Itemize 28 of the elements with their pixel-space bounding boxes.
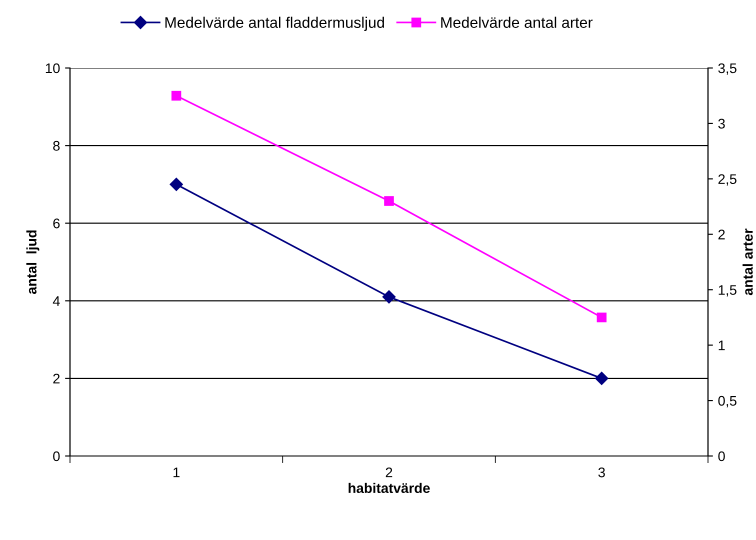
y2-tick-label: 3 [718,118,725,129]
y2-tick-label: 2,5 [718,174,736,186]
point [595,372,608,385]
y-tick-label: 0 [53,451,60,462]
legend-label: Medelvärde antal fladdermusljud [165,16,384,31]
y-axis-title: antal ljud [26,230,40,294]
point [170,178,183,191]
y2-tick-label: 1 [718,340,725,350]
y2-tick-label: 0,5 [718,396,736,408]
y-tick-label: 2 [53,374,60,384]
x-tick-label: 2 [386,467,392,478]
point [382,290,396,304]
legend-label: Medelvärde antal arter [441,16,593,28]
point [384,196,394,206]
x-tick-label: 3 [598,467,605,478]
y-tick-label: 8 [53,140,60,151]
y-tick-label: 6 [53,218,60,228]
y2-axis-title: antal arter [742,228,753,296]
point [171,90,182,101]
y2-tick-label: 2 [718,230,725,240]
x-axis-title: habitatvärde [348,482,430,494]
y2-tick-label: 1,5 [718,285,736,297]
point [596,312,607,322]
y-tick-label: 4 [52,296,60,306]
y2-tick-label: 3,5 [718,63,736,75]
y-tick-label: 10 [46,63,60,74]
y2-tick-label: 0 [718,451,725,462]
x-tick-label: 1 [174,468,180,478]
